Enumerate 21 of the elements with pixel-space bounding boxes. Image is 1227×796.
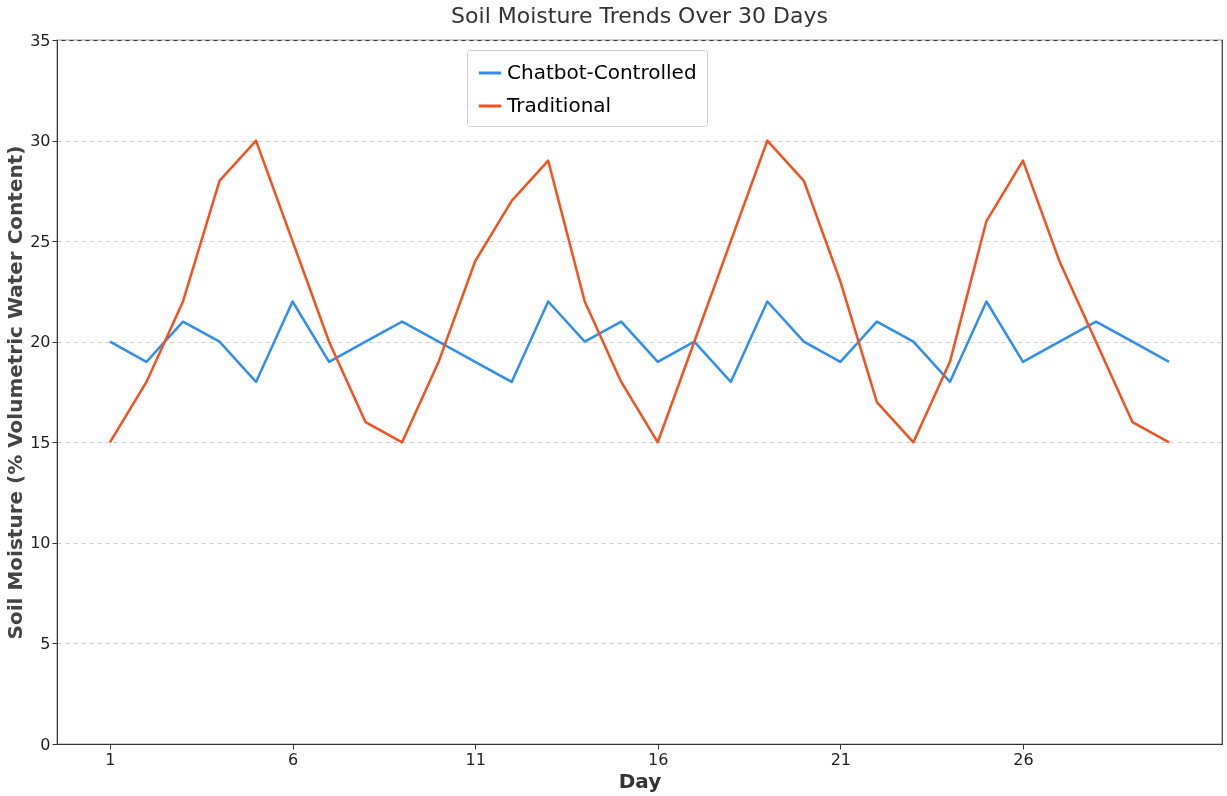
- chart-title: Soil Moisture Trends Over 30 Days: [451, 3, 828, 28]
- legend-label: Traditional: [506, 93, 612, 117]
- legend-label: Chatbot-Controlled: [507, 60, 697, 84]
- x-tick-label: 1: [105, 749, 116, 769]
- y-tick-label: 25: [30, 231, 51, 251]
- x-tick-label: 11: [465, 749, 486, 769]
- line-series: [108, 300, 1171, 384]
- y-tick-label: 35: [30, 30, 51, 50]
- y-tick-label: 30: [30, 131, 51, 151]
- x-axis-title: Day: [618, 768, 662, 793]
- x-tick-label: 16: [648, 749, 669, 769]
- y-tick-label: 15: [30, 432, 51, 452]
- y-tick-label: 0: [40, 734, 51, 754]
- y-tick-label: 10: [30, 533, 51, 553]
- x-tick-label: 26: [1013, 749, 1034, 769]
- y-axis-title: Soil Moisture (% Volumetric Water Content): [3, 145, 28, 640]
- y-tick-label: 5: [40, 633, 51, 653]
- x-tick-label: 21: [830, 749, 852, 769]
- line-series: [108, 139, 1171, 444]
- x-tick-label: 6: [287, 749, 299, 769]
- y-tick-label: 20: [30, 332, 51, 352]
